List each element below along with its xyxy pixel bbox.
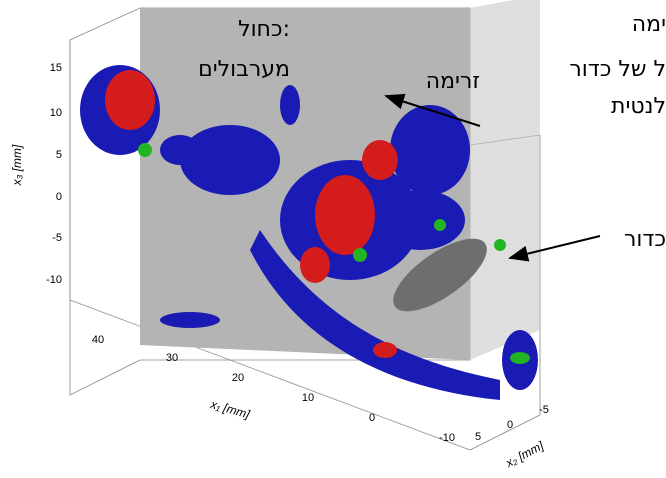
annotation: מערבולים xyxy=(198,57,290,82)
side-plane xyxy=(470,0,540,360)
x3-tick: -10 xyxy=(46,274,62,286)
isosurfaces-red xyxy=(105,70,398,358)
x1-tick: 10 xyxy=(302,392,314,404)
x2-axis: 5 0 -5 x₂ [mm] xyxy=(475,404,549,471)
sphere-arrow xyxy=(508,235,601,262)
annotation: זרימה xyxy=(426,69,480,94)
x2-tick: 5 xyxy=(475,431,481,443)
x3-axis: 15 10 5 0 -5 -10 x₃ [mm] xyxy=(10,62,62,286)
annotation: כדור xyxy=(624,227,666,252)
x1-tick: 40 xyxy=(92,334,104,346)
x3-tick: 0 xyxy=(56,191,62,203)
x1-label: x₁ [mm] xyxy=(208,397,252,422)
annotation: כחול: xyxy=(238,17,290,42)
x2-label: x₂ [mm] xyxy=(503,438,547,470)
isosurfaces-green xyxy=(138,143,530,364)
x1-tick: -10 xyxy=(439,432,455,444)
x1-tick: 20 xyxy=(232,372,244,384)
x2-tick: 0 xyxy=(507,419,513,431)
x3-tick: 10 xyxy=(50,107,62,119)
x2-tick: -5 xyxy=(539,404,549,416)
x1-tick: 30 xyxy=(166,352,178,364)
annotation: לנטית xyxy=(611,94,666,119)
x3-tick: -5 xyxy=(52,232,62,244)
x3-label: x₃ [mm] xyxy=(10,144,24,186)
annotation: ל של כדור xyxy=(569,57,666,82)
x1-tick: 0 xyxy=(369,412,375,424)
sphere xyxy=(393,238,487,312)
x3-tick: 15 xyxy=(50,62,62,74)
annotation: ימה xyxy=(632,12,666,37)
flow-arrow xyxy=(384,93,481,127)
x3-tick: 5 xyxy=(56,149,62,161)
